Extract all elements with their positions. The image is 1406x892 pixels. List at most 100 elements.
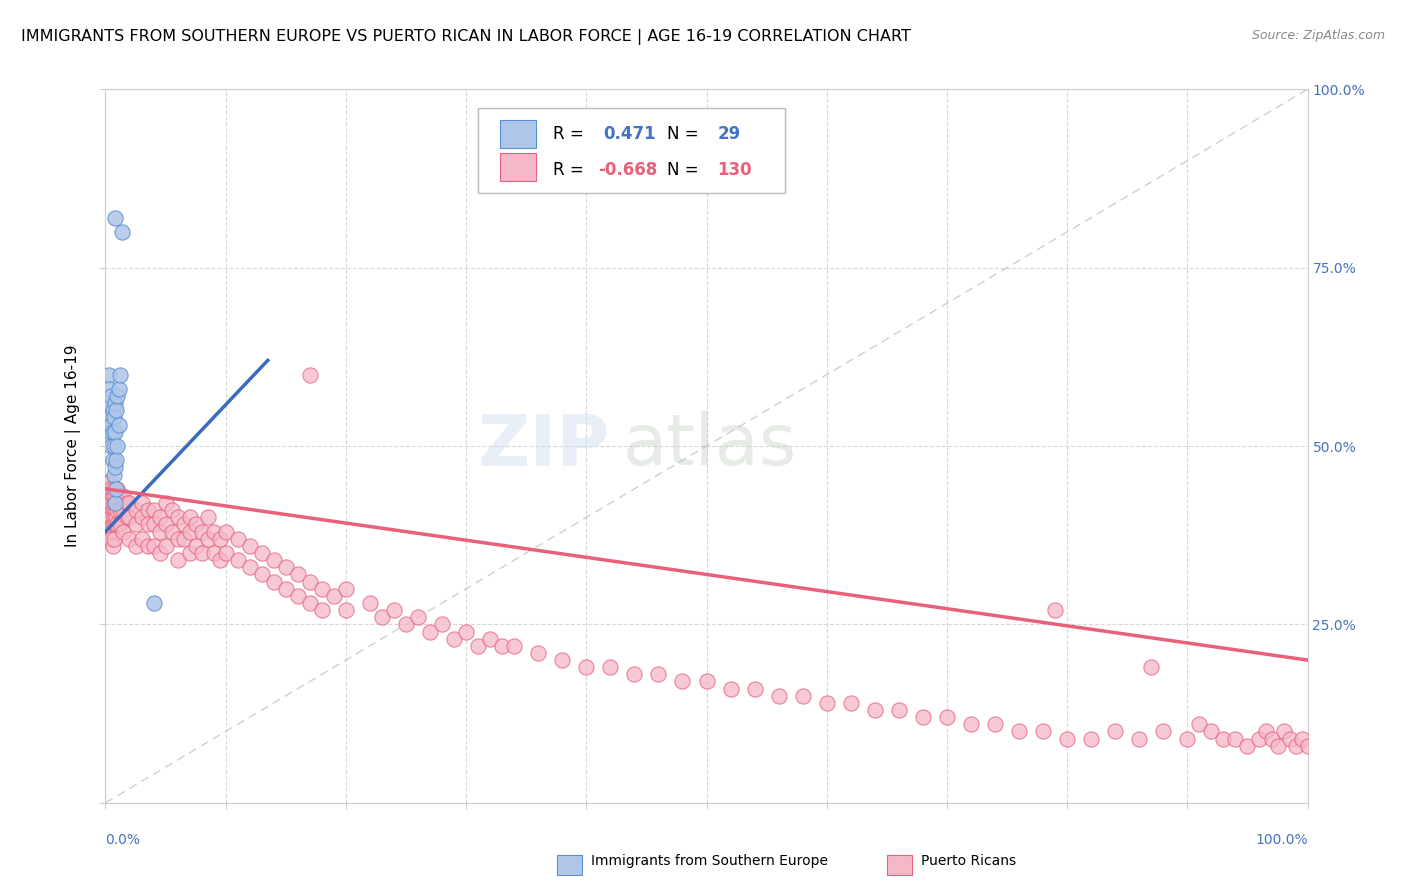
- Point: [98, 524, 121, 539]
- Bar: [499, 120, 536, 148]
- Text: 0.471: 0.471: [603, 125, 655, 143]
- Point: [239, 560, 262, 574]
- Point: [98, 410, 121, 425]
- Point: [863, 703, 886, 717]
- Text: Puerto Ricans: Puerto Ricans: [921, 854, 1017, 868]
- Point: [111, 225, 134, 239]
- Point: [118, 532, 141, 546]
- Point: [98, 482, 121, 496]
- Point: [1267, 739, 1289, 753]
- Point: [1296, 739, 1319, 753]
- Point: [160, 503, 183, 517]
- Point: [395, 617, 418, 632]
- Point: [108, 489, 131, 503]
- Point: [263, 574, 285, 589]
- Point: [1152, 724, 1174, 739]
- Point: [1249, 731, 1271, 746]
- Point: [112, 489, 135, 503]
- Point: [136, 503, 159, 517]
- Point: [1080, 731, 1102, 746]
- Point: [108, 503, 131, 517]
- Point: [263, 553, 285, 567]
- Point: [744, 681, 766, 696]
- Text: N =: N =: [666, 125, 699, 143]
- Point: [148, 524, 170, 539]
- Point: [671, 674, 693, 689]
- Point: [202, 524, 225, 539]
- Point: [131, 532, 153, 546]
- Point: [173, 532, 195, 546]
- Point: [214, 524, 236, 539]
- Point: [115, 510, 138, 524]
- Point: [623, 667, 645, 681]
- Point: [1032, 724, 1054, 739]
- Point: [108, 368, 131, 382]
- Point: [1284, 739, 1306, 753]
- Point: [382, 603, 405, 617]
- Text: R =: R =: [553, 161, 583, 178]
- Point: [100, 439, 122, 453]
- Point: [298, 596, 321, 610]
- Point: [104, 489, 127, 503]
- Point: [936, 710, 959, 724]
- Point: [101, 539, 124, 553]
- Point: [103, 496, 125, 510]
- Point: [287, 567, 309, 582]
- Point: [214, 546, 236, 560]
- Point: [103, 532, 125, 546]
- Point: [112, 524, 135, 539]
- Point: [226, 553, 249, 567]
- Point: [103, 439, 125, 453]
- Point: [720, 681, 742, 696]
- Point: [166, 532, 188, 546]
- Point: [166, 510, 188, 524]
- Point: [467, 639, 489, 653]
- Point: [768, 689, 790, 703]
- Point: [155, 517, 177, 532]
- Point: [107, 417, 129, 432]
- Point: [98, 510, 121, 524]
- Point: [142, 596, 165, 610]
- Point: [124, 517, 146, 532]
- Point: [100, 482, 122, 496]
- Point: [1140, 660, 1163, 674]
- Point: [101, 489, 124, 503]
- Point: [647, 667, 669, 681]
- Text: Immigrants from Southern Europe: Immigrants from Southern Europe: [591, 854, 828, 868]
- Point: [839, 696, 862, 710]
- Point: [115, 496, 138, 510]
- Bar: [499, 153, 536, 181]
- Point: [1008, 724, 1031, 739]
- Point: [107, 482, 129, 496]
- Point: [984, 717, 1007, 731]
- Point: [101, 425, 124, 439]
- Point: [104, 425, 127, 439]
- Point: [1236, 739, 1258, 753]
- Text: Source: ZipAtlas.com: Source: ZipAtlas.com: [1251, 29, 1385, 42]
- Point: [107, 503, 129, 517]
- Point: [406, 610, 429, 624]
- Point: [250, 546, 273, 560]
- Point: [274, 582, 297, 596]
- Point: [103, 510, 125, 524]
- Point: [104, 460, 127, 475]
- Point: [98, 489, 121, 503]
- Point: [479, 632, 502, 646]
- Point: [1043, 603, 1066, 617]
- Point: [575, 660, 598, 674]
- Point: [359, 596, 381, 610]
- Point: [103, 410, 125, 425]
- Point: [148, 546, 170, 560]
- Point: [97, 396, 120, 410]
- Point: [96, 496, 118, 510]
- Point: [911, 710, 934, 724]
- Point: [148, 510, 170, 524]
- Text: N =: N =: [666, 161, 699, 178]
- Point: [1291, 731, 1313, 746]
- Point: [208, 553, 231, 567]
- Point: [124, 503, 146, 517]
- Point: [491, 639, 513, 653]
- Point: [202, 546, 225, 560]
- Point: [118, 510, 141, 524]
- Text: IMMIGRANTS FROM SOUTHERN EUROPE VS PUERTO RICAN IN LABOR FORCE | AGE 16-19 CORRE: IMMIGRANTS FROM SOUTHERN EUROPE VS PUERT…: [21, 29, 911, 45]
